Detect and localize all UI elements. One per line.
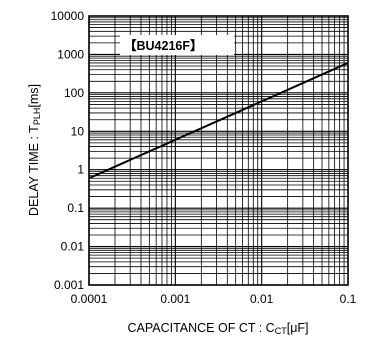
x-tick-label: 0.01: [250, 292, 274, 306]
x-axis-label-main: CAPACITANCE OF CT : C: [127, 321, 274, 335]
y-tick-label: 10: [71, 124, 85, 138]
y-tick-label: 100: [64, 86, 84, 100]
x-axis-label-unit: [μF]: [287, 321, 309, 335]
x-tick-label: 0.001: [160, 292, 190, 306]
y-tick-label: 0.1: [67, 201, 84, 215]
x-axis-label: CAPACITANCE OF CT : CCT[μF]: [127, 321, 308, 336]
series-line: [88, 62, 349, 180]
annotation-background: [120, 35, 234, 55]
x-tick-labels: 0.0001 0.001 0.01 0.1: [71, 292, 357, 306]
series-layer: [88, 62, 349, 180]
y-axis-label-sub: PLH: [32, 108, 42, 126]
y-tick-label: 1: [77, 163, 84, 177]
y-tick-label: 1000: [57, 47, 84, 61]
annotation-label: 【BU4216F】: [124, 38, 203, 53]
annotation-box: 【BU4216F】: [120, 35, 234, 55]
y-tick-labels: 0.001 0.01 0.1 1 10 100 1000 10000: [51, 9, 85, 292]
x-tick-label: 0.1: [340, 292, 357, 306]
x-tick-label: 0.0001: [71, 292, 108, 306]
y-axis-label-main: DELAY TIME : T: [27, 125, 41, 216]
grid: [88, 16, 348, 286]
y-axis-label: DELAY TIME : TPLH[ms]: [27, 84, 42, 216]
y-axis-label-unit: [ms]: [27, 84, 41, 108]
plot-frame: [88, 15, 349, 286]
x-axis-label-sub: CT: [275, 326, 287, 336]
y-tick-label: 0.01: [61, 240, 85, 254]
y-tick-label: 0.001: [54, 278, 84, 292]
y-tick-label: 10000: [51, 9, 85, 23]
